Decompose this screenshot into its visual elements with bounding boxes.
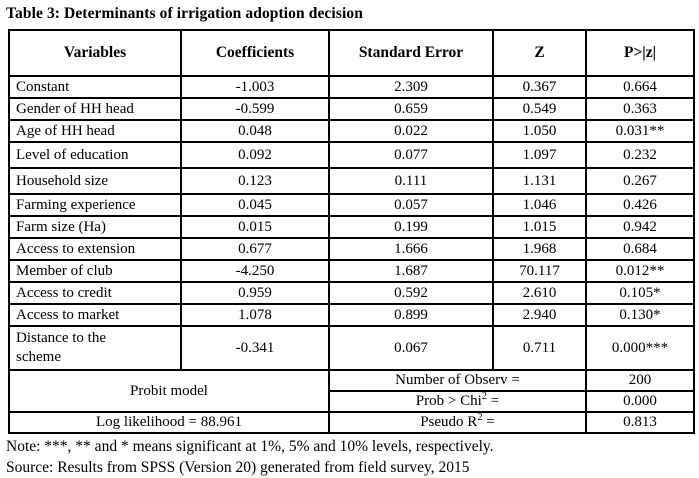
cell-p: 0.363 [585,97,695,121]
note-source: Source: Results from SPSS (Version 20) g… [6,459,470,476]
cell-z: 2.610 [492,281,587,305]
cell-coefficient: -1.003 [180,75,330,99]
cell-coefficient: 0.015 [180,215,330,239]
table-row: Access to extension 0.677 1.666 1.968 0.… [8,237,695,261]
cell-std-error: 0.659 [328,97,494,121]
header-row: Variables Coefficients Standard Error Z … [8,29,695,77]
cell-coefficient: -0.341 [180,325,330,371]
table-row: Age of HH head 0.048 0.022 1.050 0.031** [8,119,695,143]
cell-variable: Access to market [8,303,182,327]
cell-std-error: 1.666 [328,237,494,261]
cell-p: 0.105* [585,281,695,305]
table-row: Gender of HH head -0.599 0.659 0.549 0.3… [8,97,695,121]
cell-std-error: 0.199 [328,215,494,239]
table-row: Household size 0.123 0.111 1.131 0.267 [8,167,695,195]
cell-variable: Access to extension [8,237,182,261]
note-significance: Note: ***, ** and * means significant at… [6,438,494,455]
cell-z: 1.046 [492,193,587,217]
cell-p: 0.031** [585,119,695,143]
cell-variable: Household size [8,167,182,195]
cell-num-observ-label: Number of Observ = [328,369,587,392]
cell-log-likelihood: Log likelihood = 88.961 [8,411,330,434]
cell-variable: Level of education [8,141,182,169]
cell-p: 0.267 [585,167,695,195]
table-row: Distance to the scheme -0.341 0.067 0.71… [8,325,695,371]
cell-std-error: 1.687 [328,259,494,283]
cell-z: 1.050 [492,119,587,143]
table-title: Table 3: Determinants of irrigation adop… [6,5,363,22]
cell-variable: Member of club [8,259,182,283]
cell-p: 0.012** [585,259,695,283]
cell-std-error: 0.111 [328,167,494,195]
footnotes: Note: ***, ** and * means significant at… [6,434,693,478]
table-row: Farming experience 0.045 0.057 1.046 0.4… [8,193,695,217]
cell-std-error: 0.022 [328,119,494,143]
cell-coefficient: -0.599 [180,97,330,121]
cell-variable: Distance to the scheme [8,325,182,371]
cell-std-error: 0.067 [328,325,494,371]
cell-coefficient: 0.677 [180,237,330,261]
cell-std-error: 0.057 [328,193,494,217]
summary-row: Prob > Chi2 = 0.000 [9,390,695,413]
cell-z: 1.015 [492,215,587,239]
cell-std-error: 0.592 [328,281,494,305]
cell-pseudo-r2-label: Pseudo R2 = [328,411,587,434]
col-header-standard-error: Standard Error [328,29,494,77]
table-row: Level of education 0.092 0.077 1.097 0.2… [8,141,695,169]
cell-z: 1.097 [492,141,587,169]
cell-coefficient: 0.123 [180,167,330,195]
cell-z: 0.549 [492,97,587,121]
cell-probit-model: Probit model [8,369,330,413]
cell-coefficient: -4.250 [180,259,330,283]
cell-prob-chi2-value: 0.000 [585,390,695,413]
cell-p: 0.426 [585,193,695,217]
cell-prob-chi2-label: Prob > Chi2 = [328,390,587,413]
cell-std-error: 0.077 [328,141,494,169]
cell-z: 70.117 [492,259,587,283]
table-row: Access to credit 0.959 0.592 2.610 0.105… [8,281,695,305]
cell-std-error: 0.899 [328,303,494,327]
cell-num-observ-value: 200 [585,369,695,392]
cell-pseudo-r2-value: 0.813 [585,411,695,434]
cell-coefficient: 0.959 [180,281,330,305]
cell-coefficient: 1.078 [180,303,330,327]
col-header-z: Z [492,29,587,77]
cell-z: 1.968 [492,237,587,261]
cell-p: 0.664 [585,75,695,99]
cell-variable: Gender of HH head [8,97,182,121]
cell-variable: Access to credit [8,281,182,305]
results-table: Variables Coefficients Standard Error Z … [8,29,695,434]
cell-z: 1.131 [492,167,587,195]
cell-z: 0.711 [492,325,587,371]
table-row: Farm size (Ha) 0.015 0.199 1.015 0.942 [8,215,695,239]
cell-p: 0.000*** [585,325,695,371]
cell-variable: Age of HH head [8,119,182,143]
cell-coefficient: 0.092 [180,141,330,169]
table-row: Constant -1.003 2.309 0.367 0.664 [8,75,695,99]
cell-p: 0.130* [585,303,695,327]
col-header-coefficients: Coefficients [180,29,330,77]
cell-z: 2.940 [492,303,587,327]
summary-row: Log likelihood = 88.961 Pseudo R2 = 0.81… [8,411,695,434]
cell-variable: Constant [8,75,182,99]
col-header-variables: Variables [8,29,182,77]
cell-variable: Farming experience [8,193,182,217]
cell-coefficient: 0.045 [180,193,330,217]
cell-p: 0.684 [585,237,695,261]
cell-coefficient: 0.048 [180,119,330,143]
summary-row: Probit model Number of Observ = 200 [8,369,695,413]
cell-z: 0.367 [492,75,587,99]
col-header-p-value: P>|z| [585,29,695,77]
cell-variable: Farm size (Ha) [8,215,182,239]
cell-std-error: 2.309 [328,75,494,99]
cell-p: 0.942 [585,215,695,239]
cell-p: 0.232 [585,141,695,169]
table-row: Access to market 1.078 0.899 2.940 0.130… [8,303,695,327]
table-row: Member of club -4.250 1.687 70.117 0.012… [8,259,695,283]
